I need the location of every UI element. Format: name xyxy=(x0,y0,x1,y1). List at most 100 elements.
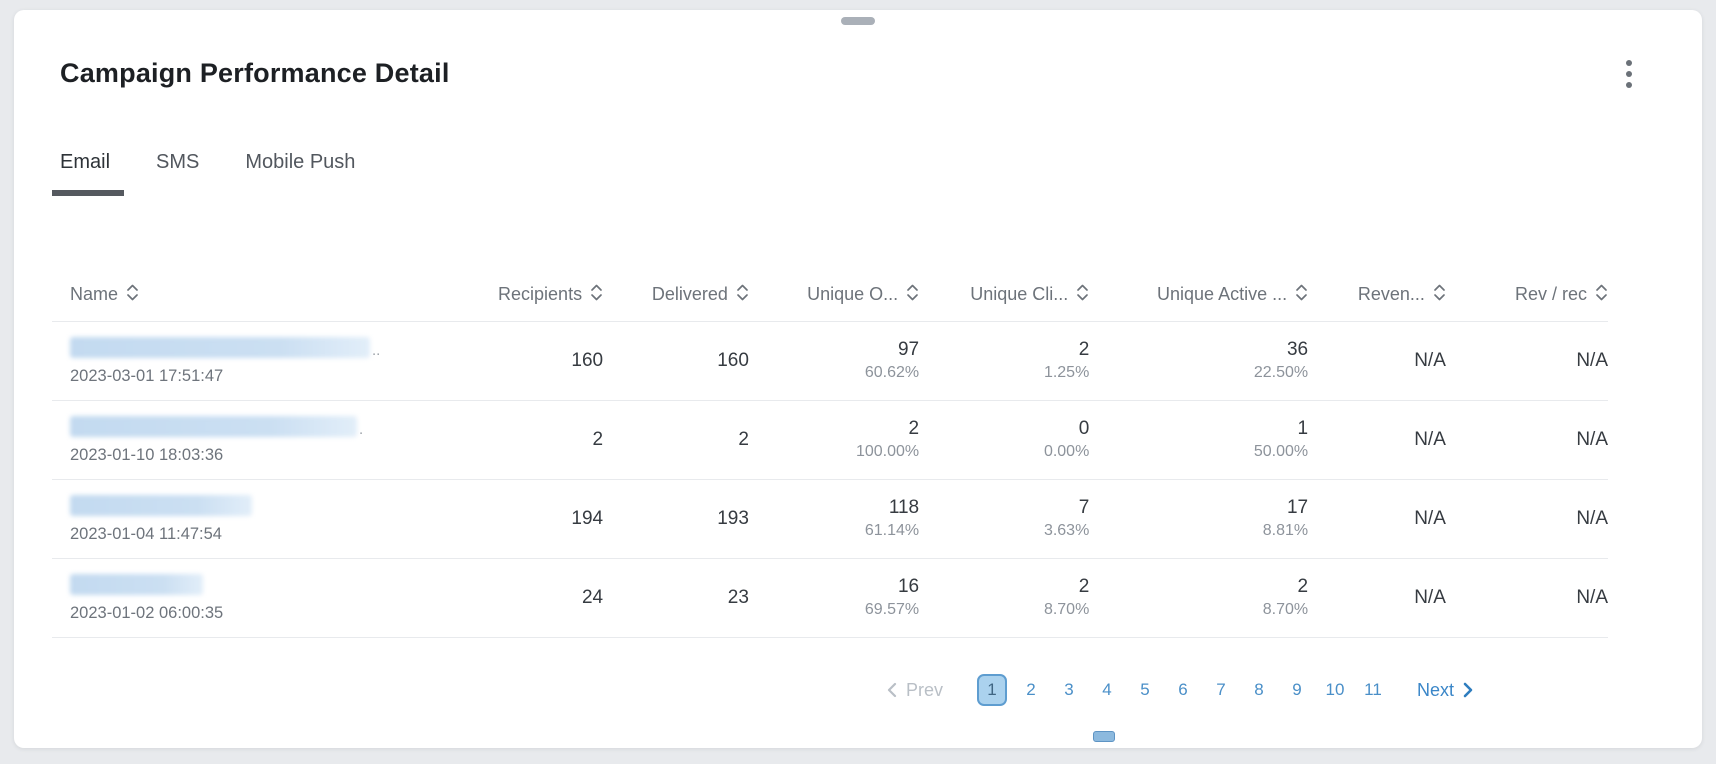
revenue-value: N/A xyxy=(1414,508,1446,530)
campaign-name-redacted-link[interactable] xyxy=(70,415,357,437)
page-button-11[interactable]: 11 xyxy=(1364,680,1382,699)
page-button-7[interactable]: 7 xyxy=(1216,680,1226,699)
column-header-delivered[interactable]: Delivered xyxy=(603,265,749,322)
unique-active-cell: 1 50.00% xyxy=(1089,401,1308,480)
unique-active-value: 17 xyxy=(1286,497,1309,519)
unique-opens-percent: 60.62% xyxy=(864,364,920,382)
tab-mobile-push[interactable]: Mobile Push xyxy=(245,151,356,173)
campaign-date: 2023-03-01 17:51:47 xyxy=(70,366,224,385)
revenue-cell: N/A xyxy=(1308,559,1446,638)
tab-bar: Email SMS Mobile Push xyxy=(14,151,1702,196)
page-button-4[interactable]: 4 xyxy=(1102,680,1112,699)
unique-clicks-cell: 7 3.63% xyxy=(919,480,1089,559)
page-button-5[interactable]: 5 xyxy=(1140,680,1150,699)
recipients-value: 24 xyxy=(581,587,604,609)
campaign-table-wrap: Name Recipients Delivered Unique O... Unique… xyxy=(18,237,1698,638)
recipients-cell: 160 xyxy=(441,322,603,401)
rev-per-recipient-value: N/A xyxy=(1576,429,1608,451)
column-header-unique-opens[interactable]: Unique O... xyxy=(749,265,919,322)
page-button-8[interactable]: 8 xyxy=(1254,680,1264,699)
tab-email[interactable]: Email xyxy=(51,151,125,196)
unique-active-percent: 50.00% xyxy=(1253,443,1309,461)
name-truncation-dots: .. xyxy=(372,342,381,359)
column-header-recipients[interactable]: Recipients xyxy=(441,265,603,322)
recipients-cell: 194 xyxy=(441,480,603,559)
unique-active-percent: 22.50% xyxy=(1253,364,1309,382)
sort-icon xyxy=(1296,284,1307,301)
sort-icon xyxy=(907,284,918,301)
next-page-button[interactable]: Next xyxy=(1417,680,1473,701)
unique-clicks-percent: 1.25% xyxy=(1043,364,1090,382)
page-button-3[interactable]: 3 xyxy=(1064,680,1074,699)
column-header-revenue[interactable]: Reven... xyxy=(1308,265,1446,322)
delivered-value: 23 xyxy=(727,587,749,609)
campaign-name-redacted-link[interactable] xyxy=(70,494,252,516)
chevron-right-icon xyxy=(1463,682,1473,698)
unique-active-value: 2 xyxy=(1297,576,1309,598)
name-truncation-dots: . xyxy=(359,421,364,438)
prev-label: Prev xyxy=(905,679,943,700)
revenue-value: N/A xyxy=(1414,350,1446,372)
next-label: Next xyxy=(1416,679,1454,700)
widget-drag-handle[interactable] xyxy=(841,17,875,25)
revenue-cell: N/A xyxy=(1308,480,1446,559)
column-label: Unique Cli... xyxy=(970,284,1069,304)
rev-per-recipient-cell: N/A xyxy=(1446,480,1608,559)
unique-opens-value: 16 xyxy=(897,576,920,598)
page-number-list: 1 2 3 4 5 6 7 8 9 10 11 xyxy=(976,674,1387,706)
campaign-name-redacted-link[interactable] xyxy=(70,573,203,595)
header-divider xyxy=(14,196,1702,198)
table-row: 2023-01-04 11:47:54 194 193 118 61.14% 7 3.63%… xyxy=(52,479,1608,559)
unique-active-cell: 2 8.70% xyxy=(1089,559,1308,638)
table-row: . 2023-01-10 18:03:36 2 2 2 100.00% 0 0.00% 1 50.… xyxy=(52,400,1608,480)
column-header-rev-per-recipient[interactable]: Rev / rec xyxy=(1446,265,1608,322)
revenue-value: N/A xyxy=(1414,429,1446,451)
page-button-2[interactable]: 2 xyxy=(1026,680,1036,699)
unique-active-value: 1 xyxy=(1297,418,1309,440)
revenue-cell: N/A xyxy=(1308,322,1446,401)
rev-per-recipient-value: N/A xyxy=(1576,350,1608,372)
kebab-menu-icon[interactable] xyxy=(1614,56,1644,92)
column-label: Unique O... xyxy=(807,284,899,304)
widget-resize-handle[interactable] xyxy=(1093,731,1115,742)
unique-active-cell: 36 22.50% xyxy=(1089,322,1308,401)
revenue-cell: N/A xyxy=(1308,401,1446,480)
page-button-6[interactable]: 6 xyxy=(1178,680,1188,699)
page-button-9[interactable]: 9 xyxy=(1292,680,1302,699)
page-button-10[interactable]: 10 xyxy=(1325,680,1345,699)
campaign-name-redacted-link[interactable] xyxy=(70,336,370,358)
recipients-value: 2 xyxy=(592,429,604,451)
unique-opens-cell: 16 69.57% xyxy=(749,559,919,638)
campaign-name-cell: 2023-01-04 11:47:54 xyxy=(52,480,441,559)
table-body: .. 2023-03-01 17:51:47 160 160 97 60.62% 2 1.25… xyxy=(52,321,1608,638)
campaign-name-cell: .. 2023-03-01 17:51:47 xyxy=(52,322,441,401)
delivered-cell: 160 xyxy=(603,322,749,401)
unique-clicks-value: 2 xyxy=(1078,339,1090,361)
unique-opens-cell: 2 100.00% xyxy=(749,401,919,480)
prev-page-button[interactable]: Prev xyxy=(887,680,943,701)
column-label: Unique Active ... xyxy=(1157,284,1288,304)
column-label: Recipients xyxy=(498,284,583,304)
sort-icon xyxy=(591,284,602,301)
column-header-unique-active[interactable]: Unique Active ... xyxy=(1089,265,1308,322)
unique-active-percent: 8.81% xyxy=(1262,522,1309,540)
rev-per-recipient-value: N/A xyxy=(1576,508,1608,530)
table-row: .. 2023-03-01 17:51:47 160 160 97 60.62% 2 1.25… xyxy=(52,321,1608,401)
rev-per-recipient-cell: N/A xyxy=(1446,322,1608,401)
page-button-1[interactable]: 1 xyxy=(976,674,1007,706)
recipients-cell: 2 xyxy=(441,401,604,480)
campaign-name-cell: . 2023-01-10 18:03:36 xyxy=(52,401,441,480)
unique-opens-percent: 61.14% xyxy=(864,522,920,540)
unique-active-percent: 8.70% xyxy=(1262,601,1309,619)
tab-sms[interactable]: SMS xyxy=(156,151,200,173)
sort-icon xyxy=(1434,284,1445,301)
unique-active-value: 36 xyxy=(1286,339,1309,361)
unique-clicks-cell: 2 8.70% xyxy=(919,559,1089,638)
unique-opens-percent: 69.57% xyxy=(864,601,920,619)
revenue-value: N/A xyxy=(1414,587,1446,609)
column-label: Reven... xyxy=(1357,284,1425,304)
column-header-unique-clicks[interactable]: Unique Cli... xyxy=(919,265,1089,322)
column-header-name[interactable]: Name xyxy=(52,265,441,322)
column-label: Rev / rec xyxy=(1514,284,1587,304)
table-row: 2023-01-02 06:00:35 24 23 16 69.57% 2 8.70% 2 8.… xyxy=(52,558,1608,638)
